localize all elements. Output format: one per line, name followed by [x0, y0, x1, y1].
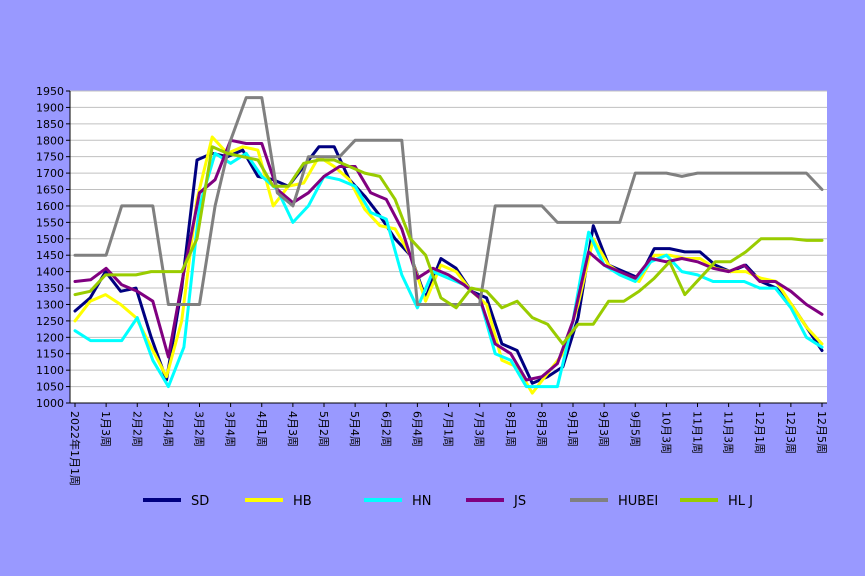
series-line-hn — [73, 151, 824, 389]
y-tick-label: 1200 — [36, 331, 64, 344]
x-tick-label: 11月1周 — [691, 411, 704, 454]
x-tick-label: 12月1周 — [753, 411, 766, 454]
x-tick-label: 4月1周 — [255, 411, 268, 447]
y-tick-label: 1750 — [36, 151, 64, 164]
y-tick-label: 1000 — [36, 397, 64, 410]
gridlines — [70, 90, 827, 404]
y-tick-label: 1150 — [36, 348, 64, 361]
y-tick-label: 1700 — [36, 167, 64, 180]
x-tick-label: 5月2周 — [317, 411, 330, 447]
x-tick-label: 9月5周 — [628, 411, 641, 447]
y-tick-label: 1050 — [36, 381, 64, 394]
x-tick-label: 7月1周 — [442, 411, 455, 447]
x-tick-label: 12月5周 — [815, 411, 828, 454]
y-tick-label: 1100 — [36, 364, 64, 377]
legend-label: HN — [412, 494, 432, 509]
y-tick-label: 1950 — [36, 85, 64, 98]
x-tick-label: 3月2周 — [193, 411, 206, 447]
series-line-js — [73, 138, 824, 382]
y-tick-label: 1350 — [36, 282, 64, 295]
y-tick-label: 1900 — [36, 101, 64, 114]
series-line-hl-j — [73, 145, 824, 346]
series-line-hb — [73, 135, 824, 395]
series-line-sd — [73, 145, 824, 385]
y-tick-label: 1650 — [36, 184, 64, 197]
legend-label: HB — [293, 494, 312, 509]
x-tick-label: 8月3周 — [535, 411, 548, 447]
y-tick-label: 1250 — [36, 315, 64, 328]
legend-label: JS — [513, 494, 526, 509]
x-tick-label: 2月4周 — [161, 411, 174, 447]
y-tick-label: 1600 — [36, 200, 64, 213]
legend-label: SD — [191, 494, 209, 509]
x-tick-label: 3月4周 — [224, 411, 237, 447]
legend-item-js: JS — [466, 494, 526, 509]
x-tick-label: 9月1周 — [566, 411, 579, 447]
legend-item-sd: SD — [143, 494, 209, 509]
x-tick-label: 10月3周 — [659, 411, 672, 454]
y-tick-label: 1800 — [36, 134, 64, 147]
y-tick-label: 1500 — [36, 233, 64, 246]
x-tick-label: 8月1周 — [504, 411, 517, 447]
y-tick-label: 1450 — [36, 249, 64, 262]
axes: 1000 1050 1100 1150 1200 1250 1300 1350 1400 1450… — [36, 85, 828, 486]
x-tick-label: 2022年1月1周 — [68, 411, 82, 486]
legend-item-hl-j: HL J — [680, 494, 753, 509]
x-tick-label: 6月4周 — [410, 411, 423, 447]
legend-item-hubei: HUBEI — [570, 494, 658, 509]
x-tick-label: 2月2周 — [130, 411, 143, 447]
legend-item-hb: HB — [245, 494, 312, 509]
x-tick-label: 11月3周 — [722, 411, 735, 454]
x-tick-label: 4月3周 — [286, 411, 299, 447]
x-tick-label: 5月4周 — [348, 411, 361, 447]
legend-item-hn: HN — [364, 494, 432, 509]
x-tick-label: 9月3周 — [597, 411, 610, 447]
y-tick-label: 1400 — [36, 266, 64, 279]
x-tick-label: 1月3周 — [99, 411, 112, 447]
legend-label: HUBEI — [618, 494, 658, 509]
x-tick-label: 7月3周 — [473, 411, 486, 447]
y-tick-label: 1550 — [36, 216, 64, 229]
series-lines — [73, 96, 824, 395]
legend: SD HB HN JS HUBEI HL J — [143, 494, 753, 509]
y-tick-label: 1300 — [36, 298, 64, 311]
y-tick-label: 1850 — [36, 118, 64, 131]
plot-area — [70, 91, 827, 403]
x-tick-label: 12月3周 — [784, 411, 797, 454]
x-tick-label: 6月2周 — [379, 411, 392, 447]
legend-label: HL J — [728, 494, 753, 509]
